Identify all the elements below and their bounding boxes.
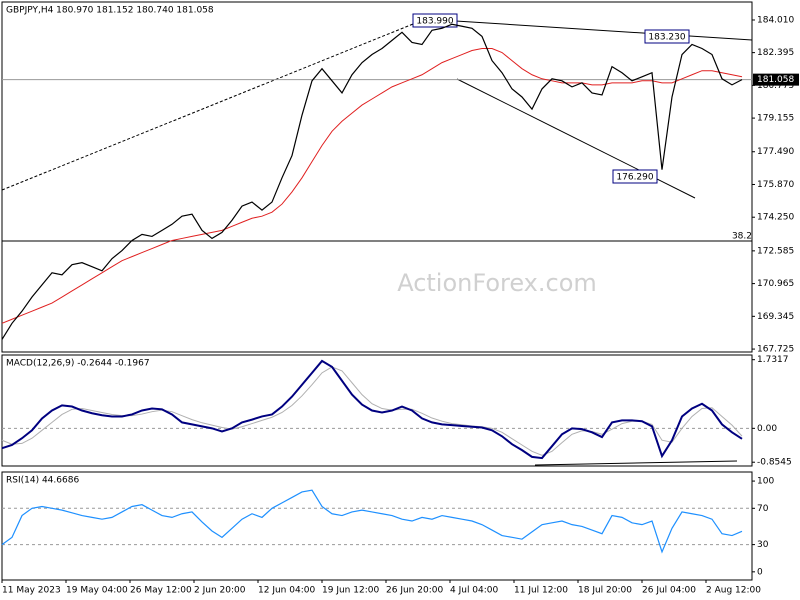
y-tick-label: 0 (757, 567, 763, 577)
panel-title: RSI(14) 44.6686 (6, 476, 79, 486)
y-tick-label: 177.490 (757, 147, 794, 157)
annotation: 183.990 (416, 17, 453, 27)
x-tick-label: 12 Jun 04:00 (258, 586, 315, 596)
x-tick-label: 2 Jun 20:00 (194, 586, 246, 596)
x-tick-label: 19 May 04:00 (66, 586, 128, 596)
macd-panel (1, 354, 753, 467)
x-tick-label: 26 Jun 20:00 (386, 586, 443, 596)
annotation-box (612, 169, 658, 184)
x-tick-label: 11 Jul 12:00 (514, 586, 568, 596)
annotation: 183.230 (648, 33, 685, 43)
x-tick-label: 26 May 12:00 (130, 586, 192, 596)
y-tick-label: 0.00 (757, 424, 777, 434)
y-tick-label: 30 (757, 540, 769, 550)
y-tick-label: 100 (757, 477, 774, 487)
y-tick-label: 180.775 (757, 81, 794, 91)
x-tick-label: 4 Jul 04:00 (450, 586, 499, 596)
price-tag (753, 73, 799, 86)
y-tick-label: 169.345 (757, 312, 794, 322)
panel-title: MACD(12,26,9) -0.2644 -0.1967 (6, 359, 150, 369)
series-line (1, 47, 743, 324)
x-tick-label: 18 Jul 20:00 (578, 586, 632, 596)
x-tick-label: 26 Jul 04:00 (642, 586, 696, 596)
x-tick-label: 11 May 2023 (2, 586, 61, 596)
series-line (1, 489, 743, 554)
trendline (439, 19, 753, 41)
price-panel (1, 1, 753, 353)
y-tick-label: 170.965 (757, 279, 794, 289)
y-tick-label: 175.870 (757, 180, 794, 190)
y-tick-label: 174.250 (757, 213, 794, 223)
x-tick-label: 19 Jun 12:00 (322, 586, 379, 596)
y-tick-label: -0.8545 (757, 458, 792, 468)
x-tick-label: 2 Aug 12:00 (706, 586, 761, 596)
y-tick-label: 70 (757, 504, 769, 514)
series-line (1, 359, 743, 460)
panel-title: GBPJPY,H4 180.970 181.152 180.740 181.05… (6, 6, 214, 16)
watermark: ActionForex.com (397, 269, 597, 297)
y-tick-label: 1.7317 (757, 355, 789, 365)
y-tick-label: 184.010 (757, 15, 794, 25)
y-tick-label: 182.395 (757, 48, 794, 58)
trendline (534, 460, 738, 466)
y-tick-label: 172.585 (757, 246, 794, 256)
annotation-box (644, 29, 690, 44)
series-line (1, 23, 743, 340)
rsi-panel (1, 471, 753, 581)
y-tick-label: 167.725 (757, 345, 794, 355)
current-price-label: 181.058 (757, 75, 794, 85)
annotation-box (412, 13, 458, 28)
annotation: 176.290 (616, 173, 653, 183)
fib-label: 38.2 (732, 232, 752, 242)
y-tick-label: 179.155 (757, 114, 794, 124)
